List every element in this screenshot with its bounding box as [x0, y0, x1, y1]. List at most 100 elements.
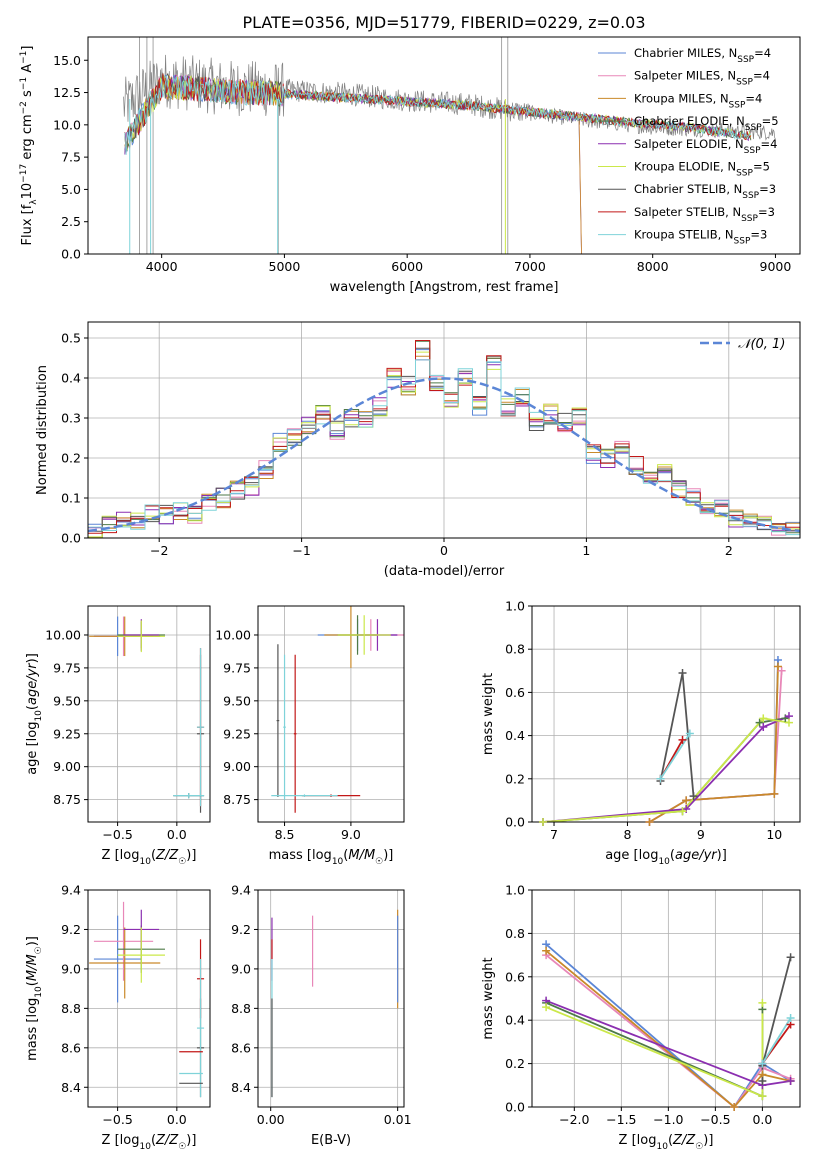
weight-vs-age-xtick-label: 9 [697, 827, 705, 842]
residuals-ylabel: Normed distribution [35, 365, 50, 495]
mass-vs-extinction-ytick-label: 9.2 [231, 922, 251, 937]
weight-vs-metallicity-ylabel-part: mass weight [481, 957, 496, 1039]
mass-vs-extinction-panel: 0.00 0.01 8.4 8.6 8.8 9.0 9.2 9.4 E(B-V) [231, 883, 411, 1149]
spectrum-ylabel-part: −1 [19, 51, 29, 64]
legend-entry-label-part: Chabrier ELODIE, N [634, 114, 745, 128]
mass-vs-metallicity-xlabel-part: Z [log [102, 1133, 140, 1148]
age-vs-mass-xtick-label: 9.0 [341, 827, 361, 842]
weight-vs-metallicity-xlabel-part: 10 [656, 1142, 668, 1152]
residuals-xtick-label: −2 [150, 543, 168, 558]
age-vs-metallicity-ytick-label: 9.75 [53, 660, 81, 675]
spectrum-model-line [124, 74, 582, 254]
weight-point [685, 729, 694, 738]
spectrum-xtick-label: 6000 [391, 259, 423, 274]
mass-vs-extinction-plot-area [258, 890, 404, 1107]
legend-entry-label-part: =5 [762, 114, 779, 128]
spectrum-ytick-label: 5.0 [61, 182, 81, 197]
weight-vs-age-ytick-label: 0.4 [505, 728, 525, 743]
weight-point [645, 818, 654, 826]
legend-entry-label-part: =4 [754, 46, 771, 60]
weight-vs-age-xlabel-part: 10 [658, 857, 670, 867]
mass-vs-metallicity-ylabel-part: mass [log [25, 998, 40, 1061]
age-vs-metallicity-ytick-label: 9.25 [53, 726, 81, 741]
age-vs-metallicity-xlabel-part: )] [186, 848, 196, 863]
legend-entry-label-part: Salpeter STELIB, N [634, 205, 741, 219]
weight-point [786, 1014, 795, 1023]
age-vs-metallicity-xtick-label: 0.0 [167, 827, 187, 842]
spectrum-model-line [124, 73, 752, 152]
legend-entry-label-part: Salpeter ELODIE, N [634, 137, 744, 151]
weight-point [542, 946, 551, 955]
weight-vs-age-ylabel: mass weight [481, 673, 496, 755]
weight-vs-age-ylabel-part: mass weight [481, 673, 496, 755]
weight-line [761, 957, 792, 1081]
age-vs-mass-panel: 8.5 9.0 8.75 9.00 9.25 9.50 9.75 10.00 mass [log… [215, 605, 405, 867]
weight-point [758, 1092, 767, 1101]
age-vs-metallicity-plot-area [88, 606, 210, 822]
weight-point [773, 662, 782, 671]
weight-line [649, 670, 783, 822]
spectrum-ylabel-part: 10 [20, 183, 35, 200]
age-vs-mass-ytick-label: 10.00 [215, 627, 251, 642]
mass-vs-extinction-xtick-label: 0.00 [257, 1112, 285, 1127]
age-vs-metallicity-xlabel-part: ☉ [178, 857, 186, 867]
age-vs-mass-xlabel-part: ☉ [375, 857, 383, 867]
weight-vs-age-xtick-label: 10 [766, 827, 782, 842]
spectrum-model-line [124, 74, 752, 155]
mass-vs-metallicity-xlabel-part: 10 [139, 1142, 151, 1152]
mass-vs-metallicity-ytick-label: 9.2 [61, 922, 81, 937]
spectrum-ylabel-part: −1 [19, 77, 29, 90]
legend-entry-label-part: =4 [761, 137, 778, 151]
legend-entry-label-part: =4 [745, 91, 762, 105]
mass-vs-metallicity-ytick-label: 8.8 [61, 1001, 81, 1016]
mass-vs-metallicity-frame [87, 889, 211, 1108]
mass-vs-extinction-ytick-label: 8.4 [231, 1080, 251, 1095]
spectrum-model-line [124, 74, 582, 254]
mass-vs-extinction-ytick-label: 9.4 [231, 883, 251, 898]
spectrum-ytick-label: 2.5 [61, 214, 81, 229]
weight-vs-metallicity-xtick-label: −1.5 [606, 1112, 636, 1127]
weight-point [539, 818, 548, 826]
residuals-ytick-label: 0.4 [61, 371, 81, 386]
spectrum-xtick-label: 7000 [514, 259, 546, 274]
legend-entry-label-part: SSP [745, 123, 762, 133]
legend-entry-label-part: SSP [741, 214, 758, 224]
mass-vs-metallicity-ytick-label: 9.0 [61, 961, 81, 976]
weight-vs-age-xlabel-part: age/yr [675, 848, 718, 863]
spectrum-ylabel: Flux [fλ10−17 erg cm−2 s−1 A−1] [19, 46, 39, 246]
spectrum-ylabel-part: s [20, 90, 35, 101]
weight-vs-metallicity-xlabel-part: Z [log [619, 1133, 657, 1148]
legend-entry-label-part: SSP [744, 146, 761, 156]
weight-vs-metallicity-xlabel-part: Z/Z [672, 1133, 696, 1148]
spectrum-ytick-label: 15.0 [53, 53, 81, 68]
weight-point [758, 998, 767, 1007]
age-vs-mass-frame [257, 605, 405, 823]
weight-point [758, 1076, 767, 1085]
spectrum-model-line [124, 75, 752, 156]
legend-entry-label-part: Kroupa ELODIE, N [634, 160, 736, 174]
weight-vs-age-ytick-label: 0.2 [505, 771, 525, 786]
weight-vs-metallicity-xtick-label: −1.0 [653, 1112, 683, 1127]
weight-vs-metallicity-xtick-label: −0.5 [700, 1112, 730, 1127]
weight-vs-metallicity-xlabel: Z [log10(Z/Z☉)] [619, 1133, 714, 1152]
mass-vs-metallicity-xlabel-part: ☉ [178, 1142, 186, 1152]
age-vs-mass-ytick-label: 9.50 [223, 693, 251, 708]
legend-entry-label-part: SSP [742, 191, 759, 201]
age-vs-metallicity-ylabel-part: age [log [25, 722, 40, 775]
spectrum-ylabel-part: λ [29, 199, 39, 205]
age-vs-metallicity-ylabel-part: age/yr [25, 662, 40, 705]
weight-vs-metallicity-xlabel-part: ☉ [695, 1142, 703, 1152]
mass-vs-metallicity-ytick-label: 9.4 [61, 883, 81, 898]
residuals-xtick-label: −1 [292, 543, 310, 558]
normal-curve [88, 377, 800, 533]
normal-legend-label: 𝒩(0, 1) [738, 337, 785, 352]
spectrum-xtick-label: 5000 [269, 259, 301, 274]
age-vs-metallicity-xlabel: Z [log10(Z/Z☉)] [102, 848, 197, 867]
legend-entry-label: Kroupa ELODIE, NSSP=5 [634, 160, 770, 179]
legend-entry-label-part: Chabrier MILES, N [634, 46, 737, 60]
age-vs-mass-plot-area [258, 606, 404, 822]
spectrum-ylabel-part: Flux [f [20, 204, 35, 245]
legend-entry-label-part: SSP [736, 169, 753, 179]
legend-entry-label-part: =3 [758, 205, 775, 219]
